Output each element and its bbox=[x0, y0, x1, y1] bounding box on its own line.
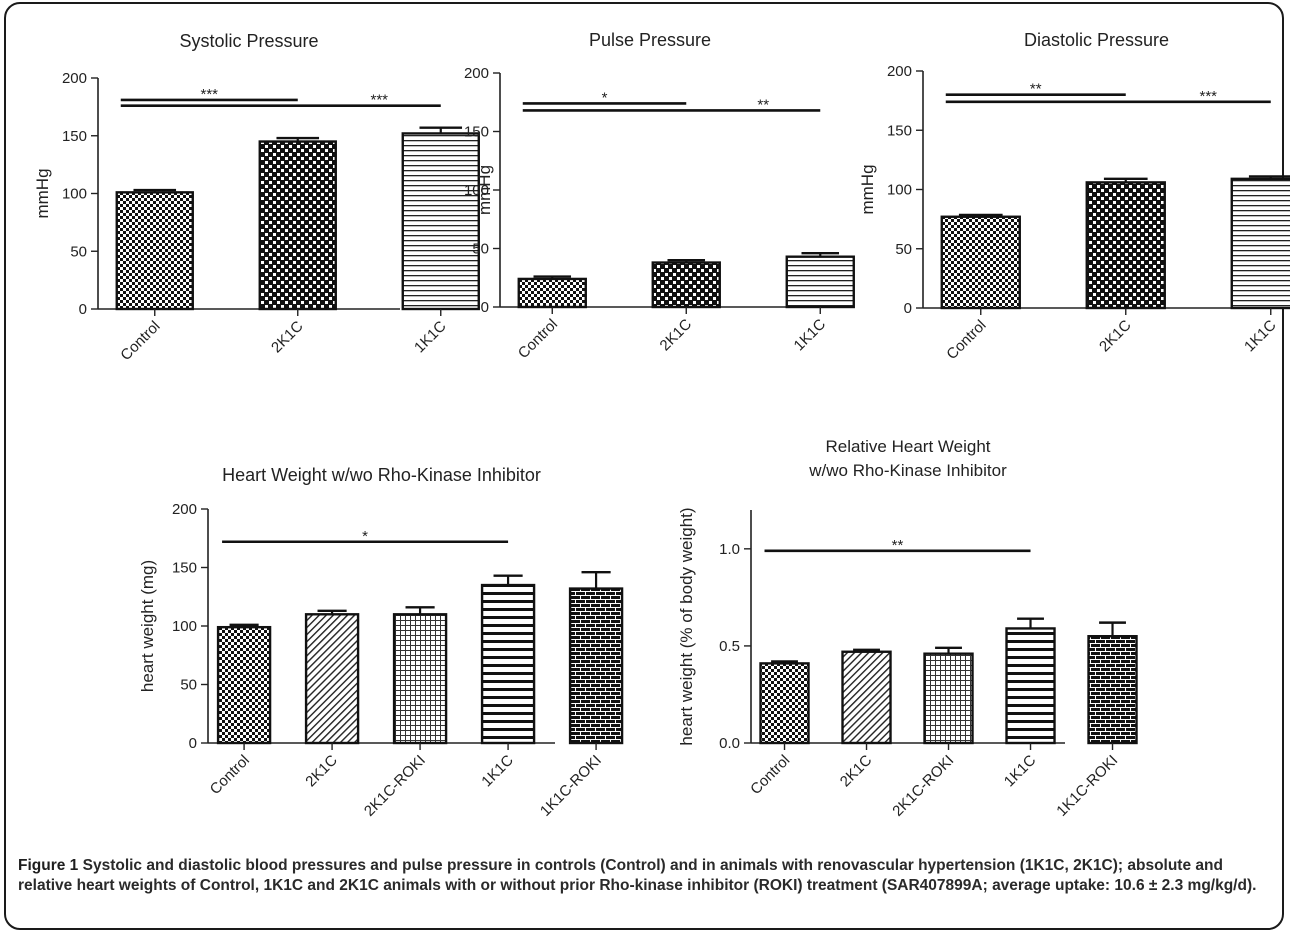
bar-control bbox=[940, 215, 1021, 310]
chart-1: Systolic Pressure mmHg 0 50 100 150 200 Control… bbox=[33, 31, 480, 364]
y-tick-label: 0 bbox=[79, 301, 87, 318]
y-tick-label: 150 bbox=[62, 128, 87, 145]
x-tick-label: 2K1C-ROKI bbox=[889, 752, 957, 820]
x-tick-label: 2K1C bbox=[657, 316, 696, 355]
y-tick-label: 150 bbox=[464, 124, 489, 141]
y-tick-label: 50 bbox=[895, 241, 912, 258]
y-tick-label: 50 bbox=[472, 241, 489, 258]
y-axis-label: heart weight (mg) bbox=[138, 560, 157, 692]
x-tick-label: Control bbox=[747, 752, 793, 798]
chart-3: Diastolic Pressure mmHg 0 50 100 150 200 Contro… bbox=[858, 30, 1290, 363]
x-tick-label: 2K1C bbox=[1096, 317, 1135, 356]
caption-label: Figure 1 bbox=[18, 857, 79, 874]
significance-label: *** bbox=[201, 86, 219, 103]
y-tick-label: 0.0 bbox=[719, 735, 740, 752]
bar-control bbox=[216, 625, 272, 745]
y-axis-label: mmHg bbox=[858, 164, 877, 214]
chart-4: Heart Weight w/wo Rho-Kinase Inhibitor he… bbox=[138, 465, 624, 820]
bar-2k1c bbox=[258, 140, 337, 311]
y-tick-label: 0 bbox=[904, 300, 912, 317]
chart-title: Relative Heart Weight bbox=[825, 437, 990, 456]
y-tick-label: 200 bbox=[172, 501, 197, 518]
bar-2k1c bbox=[651, 261, 721, 309]
chart-title: w/wo Rho-Kinase Inhibitor bbox=[808, 461, 1007, 480]
bar-1k1c bbox=[1005, 627, 1056, 745]
x-tick-label: Control bbox=[117, 318, 163, 364]
chart-2: Pulse Pressure mmHg 0 50 100 150 200 Control 2K1… bbox=[464, 30, 855, 362]
figure-frame bbox=[4, 2, 1284, 930]
figure-caption: Figure 1 Systolic and diastolic blood pr… bbox=[18, 856, 1268, 896]
y-tick-label: 200 bbox=[464, 65, 489, 82]
bar-2k1c bbox=[1085, 181, 1166, 310]
y-tick-label: 150 bbox=[172, 560, 197, 577]
y-tick-label: 200 bbox=[62, 70, 87, 87]
y-tick-label: 0 bbox=[189, 735, 197, 752]
bar-2k1c-roki bbox=[923, 652, 974, 745]
bar-1k1c bbox=[401, 132, 480, 311]
significance-label: *** bbox=[1200, 88, 1218, 105]
x-tick-label: Control bbox=[515, 316, 561, 362]
y-tick-label: 50 bbox=[180, 677, 197, 694]
bar-control bbox=[115, 191, 194, 311]
chart-title: Pulse Pressure bbox=[589, 30, 711, 50]
y-tick-label: 100 bbox=[887, 182, 912, 199]
chart-title: Heart Weight w/wo Rho-Kinase Inhibitor bbox=[222, 465, 541, 485]
x-tick-label: 1K1C bbox=[791, 316, 830, 355]
x-tick-label: Control bbox=[207, 752, 253, 798]
y-tick-label: 50 bbox=[70, 243, 87, 260]
y-tick-label: 100 bbox=[62, 186, 87, 203]
chart-title: Diastolic Pressure bbox=[1024, 30, 1169, 50]
significance-label: ** bbox=[1030, 81, 1042, 98]
y-axis-label: mmHg bbox=[33, 168, 52, 218]
x-tick-label: 2K1C bbox=[302, 752, 341, 791]
significance-label: * bbox=[362, 528, 368, 545]
y-tick-label: 0.5 bbox=[719, 638, 740, 655]
y-axis-label: mmHg bbox=[475, 165, 494, 215]
y-tick-label: 100 bbox=[464, 182, 489, 199]
significance-label: *** bbox=[371, 92, 389, 109]
x-tick-label: 1K1C bbox=[411, 318, 450, 357]
bar-control bbox=[759, 662, 810, 745]
bar-1k1c-roki bbox=[1087, 635, 1138, 745]
x-tick-label: 1K1C-ROKI bbox=[1053, 752, 1121, 820]
caption-text: Systolic and diastolic blood pressures a… bbox=[18, 857, 1257, 894]
bar-1k1c bbox=[1230, 177, 1290, 310]
chart-title: Systolic Pressure bbox=[179, 31, 318, 51]
x-tick-label: 1K1C bbox=[478, 752, 517, 791]
bar-1k1c bbox=[785, 255, 855, 309]
bar-2k1c bbox=[304, 613, 360, 745]
x-tick-label: 1K1C bbox=[1241, 317, 1280, 356]
x-tick-label: 1K1C-ROKI bbox=[537, 752, 605, 820]
x-tick-label: 2K1C bbox=[837, 752, 876, 791]
significance-label: ** bbox=[757, 96, 769, 113]
bar-2k1c-roki bbox=[392, 613, 448, 745]
bar-control bbox=[517, 277, 587, 309]
y-tick-label: 1.0 bbox=[719, 541, 740, 558]
x-tick-label: Control bbox=[943, 317, 989, 363]
bar-2k1c bbox=[841, 650, 892, 745]
x-tick-label: 1K1C bbox=[1001, 752, 1040, 791]
chart-5: Relative Heart Weight w/wo Rho-Kinase Inh… bbox=[677, 437, 1138, 820]
significance-label: ** bbox=[892, 537, 904, 554]
bar-1k1c bbox=[480, 583, 536, 745]
y-tick-label: 100 bbox=[172, 618, 197, 635]
x-tick-label: 2K1C bbox=[268, 318, 307, 357]
significance-label: * bbox=[602, 89, 608, 106]
bar-1k1c-roki bbox=[568, 587, 624, 745]
y-tick-label: 0 bbox=[481, 299, 489, 316]
y-tick-label: 200 bbox=[887, 63, 912, 80]
y-tick-label: 150 bbox=[887, 122, 912, 139]
y-axis-label: heart weight (% of body weight) bbox=[677, 507, 696, 745]
x-tick-label: 2K1C-ROKI bbox=[361, 752, 429, 820]
